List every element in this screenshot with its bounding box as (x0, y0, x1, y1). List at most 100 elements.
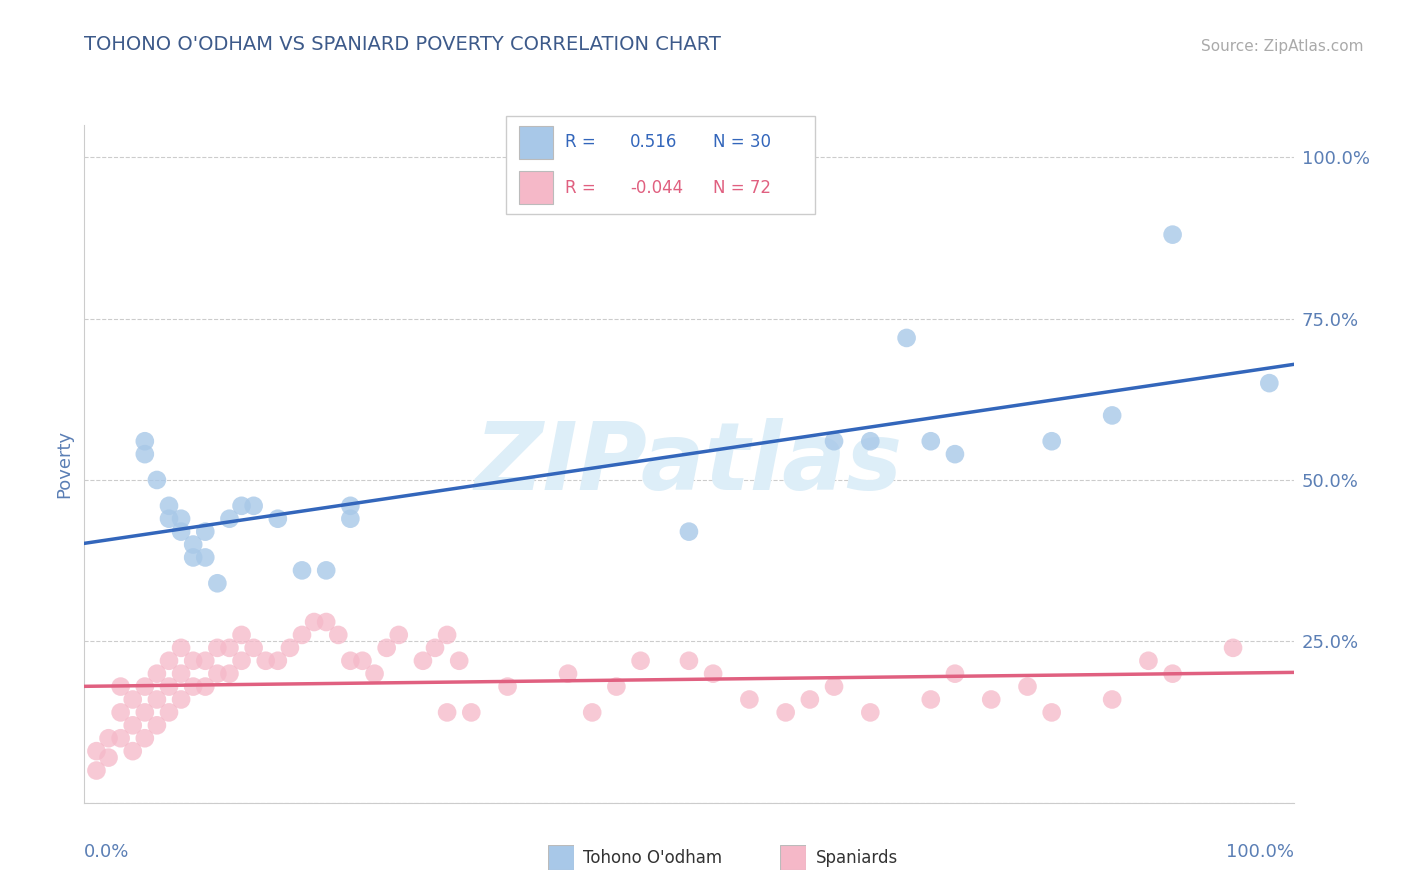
Point (170, 524, 193, 539)
Point (423, 640, 446, 655)
FancyBboxPatch shape (519, 171, 553, 204)
Point (231, 654, 253, 668)
Text: 0.516: 0.516 (630, 134, 678, 152)
Point (859, 434, 882, 449)
FancyBboxPatch shape (780, 845, 806, 870)
Point (218, 640, 240, 655)
Point (315, 563, 337, 577)
Point (363, 666, 385, 681)
Point (254, 654, 277, 668)
Point (134, 434, 156, 449)
Point (207, 666, 229, 681)
Point (218, 666, 240, 681)
Text: 100.0%: 100.0% (1226, 844, 1294, 862)
Point (436, 628, 458, 642)
Point (207, 640, 229, 655)
Point (146, 666, 169, 681)
Text: -0.044: -0.044 (630, 178, 683, 196)
Point (799, 692, 821, 706)
Point (194, 524, 217, 539)
Point (170, 666, 193, 681)
Point (1137, 654, 1160, 668)
Text: N = 72: N = 72 (713, 178, 772, 196)
Point (352, 654, 374, 668)
Point (630, 654, 652, 668)
Point (181, 550, 204, 565)
Point (920, 434, 942, 449)
Point (157, 512, 180, 526)
Point (449, 654, 471, 668)
Point (194, 680, 217, 694)
Point (496, 680, 519, 694)
Point (1161, 666, 1184, 681)
Point (702, 666, 724, 681)
Point (134, 731, 156, 746)
Point (339, 499, 361, 513)
Point (328, 628, 350, 642)
Text: R =: R = (565, 134, 596, 152)
Point (207, 576, 229, 591)
Point (146, 692, 169, 706)
Point (170, 692, 193, 706)
Point (581, 706, 603, 720)
Point (980, 692, 1002, 706)
Point (339, 654, 361, 668)
Point (1161, 227, 1184, 242)
Point (738, 692, 761, 706)
Point (146, 718, 169, 732)
Point (170, 640, 193, 655)
Point (157, 499, 180, 513)
Point (157, 706, 180, 720)
Point (302, 615, 325, 629)
Point (460, 706, 482, 720)
Point (1258, 376, 1281, 391)
Point (920, 692, 942, 706)
Point (388, 628, 411, 642)
Point (110, 706, 132, 720)
Point (86, 744, 108, 758)
FancyBboxPatch shape (506, 116, 815, 214)
Text: ZIPatlas: ZIPatlas (475, 417, 903, 510)
FancyBboxPatch shape (519, 126, 553, 159)
Point (315, 615, 337, 629)
FancyBboxPatch shape (548, 845, 574, 870)
Point (194, 654, 217, 668)
Point (121, 744, 143, 758)
Point (943, 447, 966, 461)
Point (110, 680, 132, 694)
Point (605, 680, 627, 694)
Point (242, 640, 264, 655)
Point (1040, 706, 1063, 720)
Point (134, 447, 156, 461)
Point (170, 512, 193, 526)
Point (859, 706, 882, 720)
Point (121, 718, 143, 732)
Point (194, 550, 217, 565)
Point (267, 654, 290, 668)
Point (678, 654, 700, 668)
Text: N = 30: N = 30 (713, 134, 772, 152)
Point (146, 473, 169, 487)
Point (181, 654, 204, 668)
Point (823, 434, 845, 449)
Y-axis label: Poverty: Poverty (55, 430, 73, 498)
Point (291, 628, 314, 642)
Text: Tohono O'odham: Tohono O'odham (583, 849, 723, 867)
Text: 0.0%: 0.0% (84, 844, 129, 862)
Point (97, 750, 120, 764)
Point (1101, 409, 1123, 423)
Point (110, 731, 132, 746)
Point (1017, 680, 1039, 694)
Point (943, 666, 966, 681)
Point (775, 706, 797, 720)
Point (375, 640, 398, 655)
Point (157, 680, 180, 694)
Point (231, 628, 253, 642)
Point (412, 654, 434, 668)
Point (678, 524, 700, 539)
Point (339, 512, 361, 526)
Point (291, 563, 314, 577)
Point (231, 499, 253, 513)
Point (97, 731, 120, 746)
Text: R =: R = (565, 178, 596, 196)
